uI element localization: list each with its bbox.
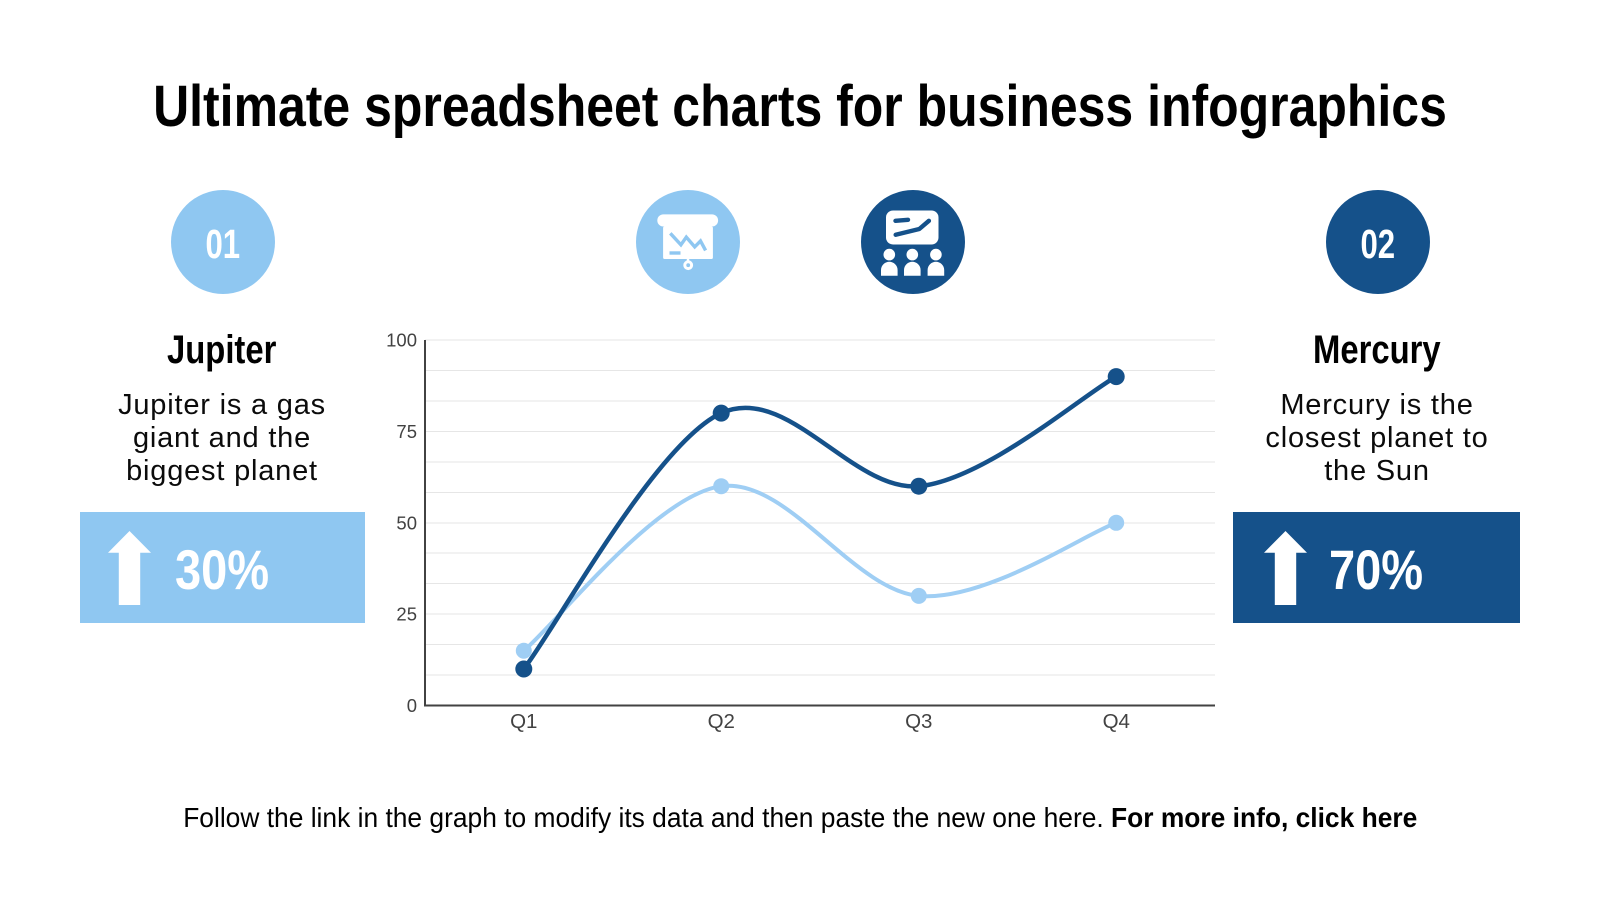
svg-text:Q3: Q3: [905, 710, 932, 733]
svg-text:75: 75: [396, 421, 417, 442]
svg-text:0: 0: [407, 695, 417, 716]
svg-text:Q4: Q4: [1103, 710, 1130, 733]
svg-text:50: 50: [396, 513, 417, 534]
svg-text:25: 25: [396, 604, 417, 625]
svg-text:Q2: Q2: [708, 710, 735, 733]
svg-text:Q1: Q1: [510, 710, 537, 733]
svg-text:100: 100: [386, 330, 417, 351]
